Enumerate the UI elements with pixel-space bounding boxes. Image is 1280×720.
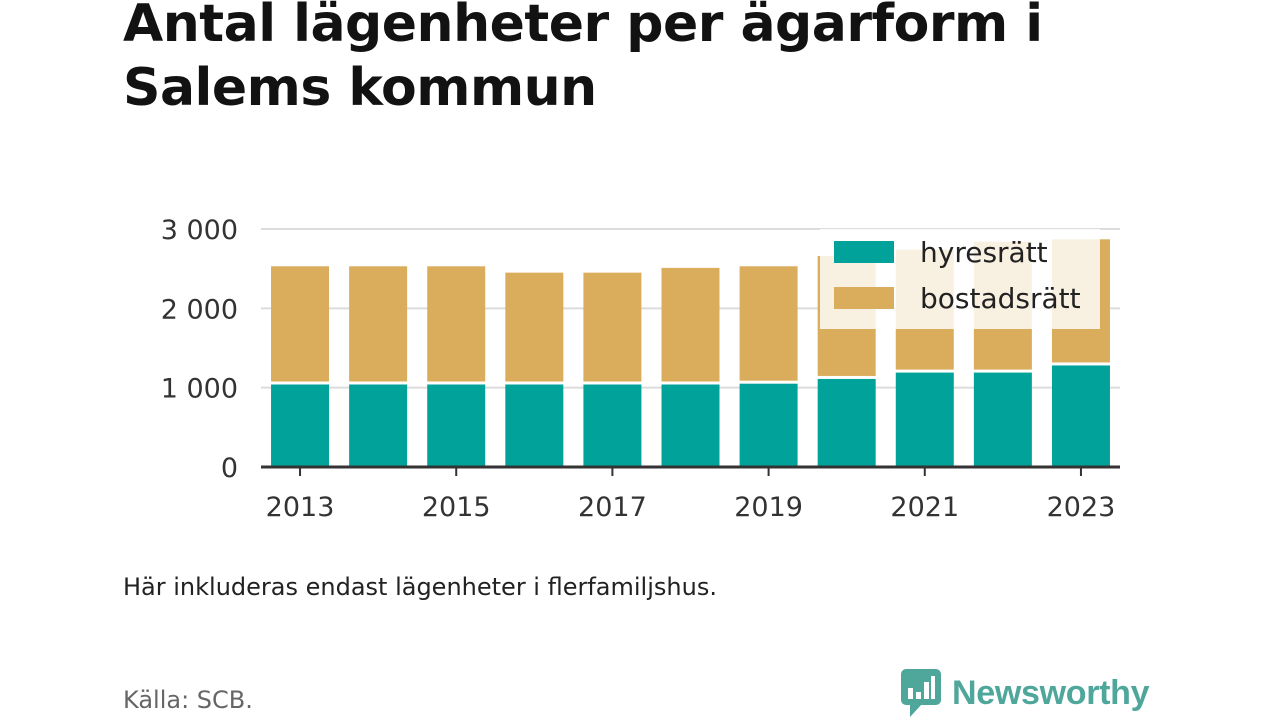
legend-label-bostadsratt: bostadsrätt bbox=[920, 282, 1081, 315]
x-tick-label: 2017 bbox=[578, 492, 647, 523]
bar-bostadsratt-2019 bbox=[739, 266, 798, 381]
bar-hyresratt-2015 bbox=[427, 384, 486, 467]
legend-swatch-hyresratt bbox=[834, 241, 894, 263]
x-tick-label: 2023 bbox=[1047, 492, 1116, 523]
bar-hyresratt-2014 bbox=[349, 384, 408, 467]
bar-hyresratt-2021 bbox=[895, 372, 954, 467]
y-tick-label: 1 000 bbox=[161, 374, 238, 405]
bar-bostadsratt-2016 bbox=[505, 272, 564, 382]
bar-bostadsratt-2013 bbox=[271, 266, 330, 382]
legend: hyresrätt bostadsrätt bbox=[820, 229, 1100, 329]
bar-bostadsratt-2017 bbox=[583, 272, 642, 382]
bar-bostadsratt-2015 bbox=[427, 266, 486, 382]
bar-hyresratt-2020 bbox=[817, 378, 876, 467]
newsworthy-logo-icon bbox=[901, 669, 941, 717]
bar-hyresratt-2019 bbox=[739, 383, 798, 467]
bar-bostadsratt-2018 bbox=[661, 267, 720, 382]
y-tick-label: 3 000 bbox=[161, 215, 238, 246]
bar-hyresratt-2016 bbox=[505, 384, 564, 467]
x-tick-label: 2021 bbox=[890, 492, 959, 523]
brand-name: Newsworthy bbox=[952, 673, 1150, 712]
bar-hyresratt-2023 bbox=[1051, 365, 1110, 467]
bar-hyresratt-2013 bbox=[271, 384, 330, 467]
chart-title: Antal lägenheter per ägarform i Salems k… bbox=[123, 0, 1043, 118]
legend-label-hyresratt: hyresrätt bbox=[920, 236, 1048, 269]
chart-note: Här inkluderas endast lägenheter i flerf… bbox=[123, 573, 717, 601]
bar-bostadsratt-2014 bbox=[349, 266, 408, 382]
bar-hyresratt-2018 bbox=[661, 384, 720, 467]
axes: 0 1 000 2 000 3 000 2013 2015 2017 2019 2021 2023 bbox=[161, 215, 1120, 523]
bar-hyresratt-2022 bbox=[973, 372, 1032, 467]
x-tick-label: 2013 bbox=[266, 492, 335, 523]
x-tick-label: 2019 bbox=[734, 492, 803, 523]
x-tick-label: 2015 bbox=[422, 492, 491, 523]
bar-hyresratt-2017 bbox=[583, 384, 642, 467]
source-label: Källa: SCB. bbox=[123, 686, 253, 714]
legend-swatch-bostadsratt bbox=[834, 287, 894, 309]
brand-logo[interactable]: Newsworthy bbox=[900, 668, 1150, 718]
y-tick-label: 2 000 bbox=[161, 294, 238, 325]
y-tick-label: 0 bbox=[221, 453, 238, 484]
